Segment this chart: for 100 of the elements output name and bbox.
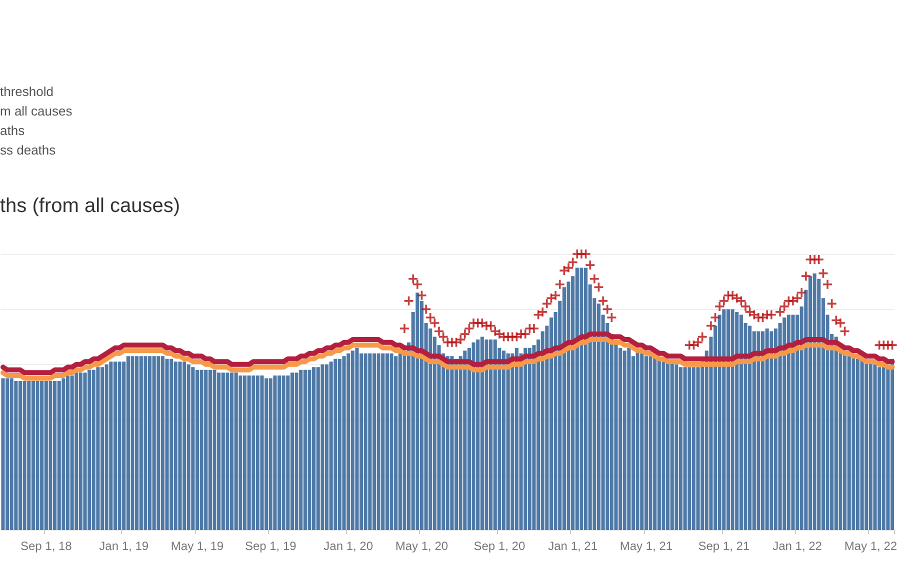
bar — [186, 364, 190, 530]
bar — [242, 375, 247, 530]
bar — [40, 380, 44, 530]
x-tick-label: May 1, 21 — [620, 539, 673, 553]
bar — [48, 380, 52, 530]
bar — [299, 370, 303, 530]
bar — [627, 348, 631, 530]
bar — [463, 350, 467, 530]
bar — [368, 353, 372, 530]
bar — [657, 358, 661, 530]
bar — [118, 362, 122, 530]
bar — [502, 350, 506, 530]
bar — [174, 362, 178, 530]
bar — [765, 328, 769, 530]
bar — [22, 380, 26, 530]
bar — [622, 350, 626, 530]
bar — [674, 364, 678, 530]
bar — [44, 380, 48, 530]
bar — [324, 364, 329, 530]
bar — [381, 353, 385, 530]
bar — [294, 372, 298, 530]
bar — [109, 362, 113, 530]
bar — [70, 375, 74, 530]
bar — [170, 358, 174, 530]
bar — [286, 375, 290, 530]
bar — [350, 350, 354, 530]
bar — [770, 331, 774, 530]
bar — [812, 273, 816, 530]
bar — [856, 358, 860, 530]
bar — [864, 362, 868, 530]
bar — [130, 356, 134, 530]
bar — [364, 353, 368, 530]
bar — [316, 367, 320, 530]
text: aths — [0, 123, 26, 138]
bar — [852, 356, 856, 530]
bar — [450, 356, 454, 530]
bar — [320, 364, 324, 530]
bar — [683, 367, 687, 530]
bar — [139, 356, 143, 530]
x-tick-label: May 1, 20 — [395, 539, 448, 553]
bar — [580, 268, 584, 530]
bar — [730, 309, 734, 530]
bar — [334, 358, 338, 530]
bar — [342, 356, 346, 530]
bar — [1, 378, 5, 530]
bar — [640, 353, 644, 530]
bar — [476, 340, 480, 530]
bar — [472, 342, 476, 530]
bar — [268, 378, 272, 530]
text: ss deaths — [0, 142, 56, 158]
bar — [57, 380, 61, 530]
bar — [329, 362, 333, 530]
bar — [221, 372, 225, 530]
bar — [62, 378, 66, 530]
x-tick-label: Sep 1, 18 — [20, 539, 72, 553]
bar — [756, 331, 760, 530]
bar — [152, 356, 156, 530]
bar — [234, 372, 238, 530]
bar — [10, 378, 14, 530]
bar — [873, 364, 877, 530]
bar — [308, 370, 312, 530]
x-tick-label: Jan 1, 19 — [99, 539, 149, 553]
bar — [36, 380, 40, 530]
bar — [156, 356, 160, 530]
bar — [144, 356, 148, 530]
bar — [346, 353, 350, 530]
bar — [252, 375, 256, 530]
bar — [260, 375, 264, 530]
bar — [18, 380, 22, 530]
bar — [376, 353, 380, 530]
x-tick-label: Jan 1, 21 — [548, 539, 598, 553]
x-tick-label: May 1, 22 — [844, 539, 898, 553]
x-tick-label: Jan 1, 20 — [324, 539, 374, 553]
x-tick-label: May 1, 19 — [170, 539, 224, 553]
bar — [273, 375, 277, 530]
bar — [104, 364, 108, 530]
bar — [355, 348, 359, 530]
bar — [66, 375, 70, 530]
x-tick-label: Sep 1, 21 — [698, 539, 750, 553]
bar — [653, 356, 657, 530]
bar — [446, 356, 450, 530]
bar — [148, 356, 152, 530]
text: threshold — [0, 84, 54, 99]
bar — [735, 312, 739, 530]
bar — [860, 358, 864, 530]
bar — [165, 358, 169, 530]
bar — [191, 367, 195, 530]
bar — [372, 353, 376, 530]
x-tick-label: Sep 1, 19 — [244, 539, 297, 553]
chart-title: ths (from all causes) — [0, 195, 180, 217]
bar — [506, 353, 510, 530]
bar — [83, 372, 87, 530]
bar — [195, 370, 200, 530]
bar — [528, 348, 532, 530]
bar — [847, 356, 851, 530]
text: m all causes — [0, 104, 73, 118]
bar — [178, 362, 182, 530]
bar — [282, 375, 286, 530]
bar — [398, 353, 402, 530]
bar — [484, 340, 488, 530]
